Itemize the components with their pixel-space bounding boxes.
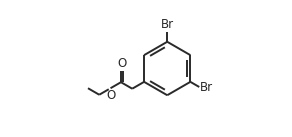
Text: O: O	[117, 57, 126, 70]
Text: Br: Br	[161, 18, 174, 31]
Text: O: O	[106, 89, 115, 102]
Text: Br: Br	[200, 81, 213, 94]
